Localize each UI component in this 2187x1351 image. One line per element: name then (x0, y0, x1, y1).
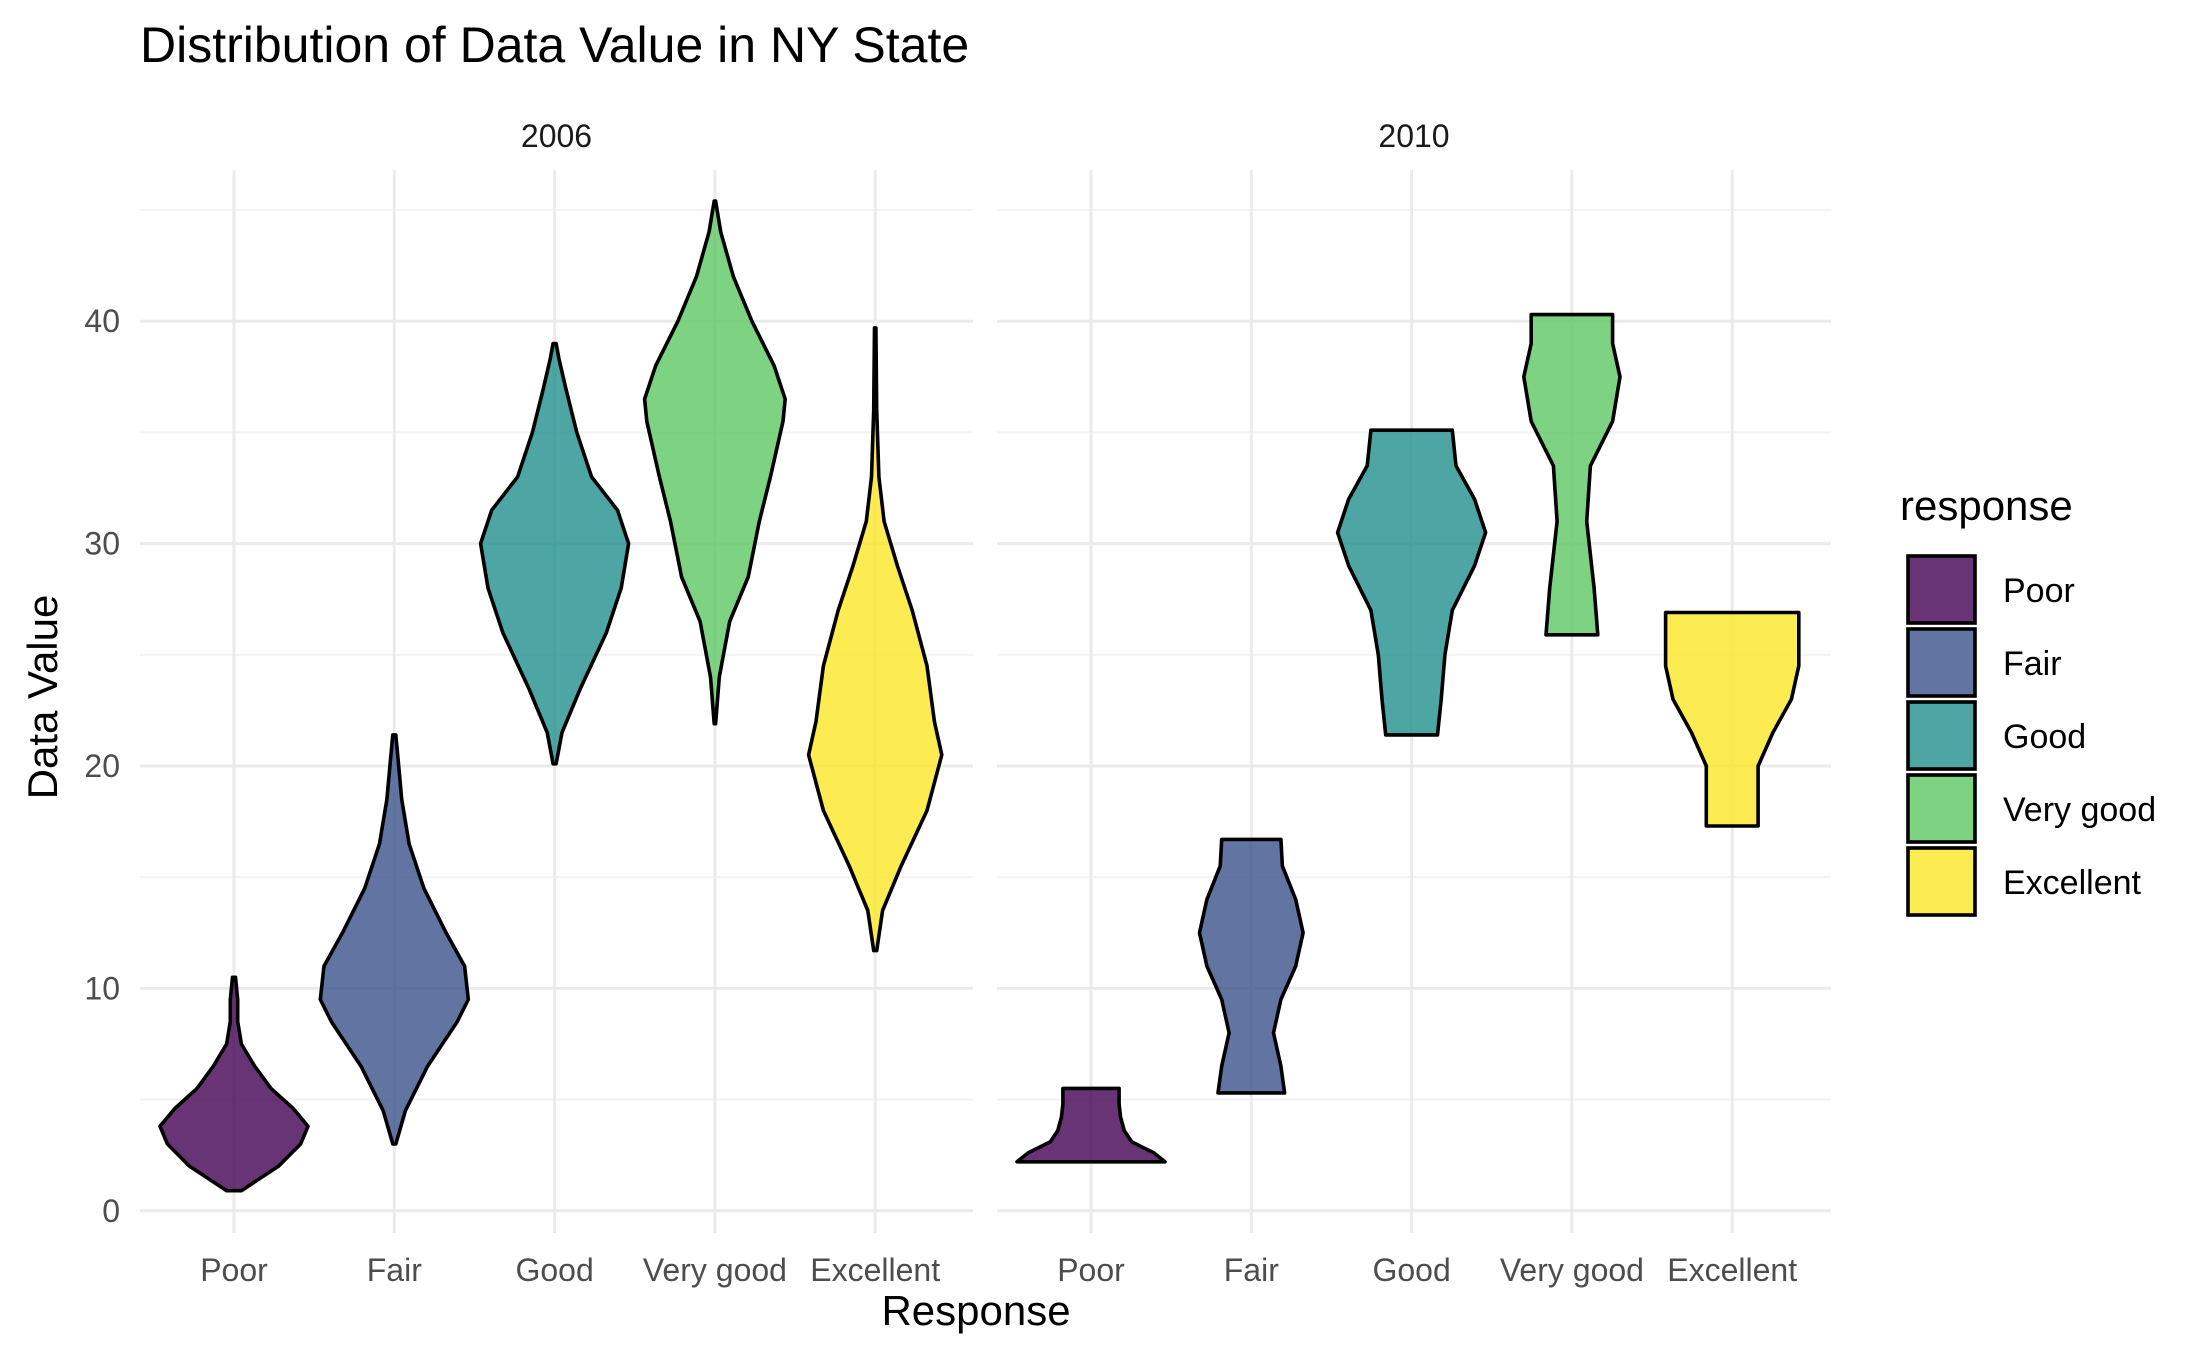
y-axis-title: Data Value (19, 595, 66, 800)
violin-good-2010 (1335, 428, 1488, 737)
violin-excellent-2010 (1663, 610, 1801, 828)
violin-excellent-2006 (806, 326, 944, 953)
violin-very-good-2010 (1522, 312, 1622, 637)
x-axis-title: Response (881, 1287, 1070, 1334)
legend-label: Very good (2003, 791, 2156, 829)
legend-label: Excellent (2003, 864, 2142, 902)
facet-label: 2006 (521, 118, 592, 154)
facet-label: 2010 (1378, 118, 1449, 154)
legend-key-poor (1906, 554, 1977, 625)
y-tick-label: 20 (84, 748, 120, 784)
legend-label: Fair (2003, 645, 2062, 683)
x-tick-label: Poor (1057, 1252, 1125, 1288)
x-tick-label: Good (1372, 1252, 1450, 1288)
violin-good-2006 (478, 341, 631, 766)
x-tick-label: Poor (200, 1252, 268, 1288)
legend-items: Poor Fair Good Very good Excellent (1906, 554, 2156, 917)
legend-key-excellent (1906, 846, 1977, 917)
violin-very-good-2006 (642, 199, 787, 726)
violin-poor-2010 (1015, 1086, 1167, 1164)
chart-title: Distribution of Data Value in NY State (140, 17, 969, 73)
y-tick-label: 10 (84, 970, 120, 1006)
y-tick-label: 30 (84, 526, 120, 562)
x-tick-label: Fair (367, 1252, 422, 1288)
legend: response Poor Fair Good Very good Excellent (1900, 482, 2156, 917)
violin-fair-2006 (318, 733, 471, 1146)
legend-title: response (1900, 482, 2073, 529)
facet-panel-2006: 2006 Poor Fair Good Very good Excellent (140, 118, 973, 1288)
violin-fair-2010 (1197, 837, 1305, 1095)
legend-key-good (1906, 700, 1977, 771)
violin-poor-2006 (158, 975, 310, 1193)
x-tick-label: Fair (1224, 1252, 1279, 1288)
legend-key-fair (1906, 627, 1977, 698)
facet-panel-2010: 2010 Poor Fair Good Very good Excellent (997, 118, 1831, 1288)
x-tick-label: Very good (1500, 1252, 1644, 1288)
legend-label: Good (2003, 718, 2086, 756)
x-tick-label: Excellent (810, 1252, 940, 1288)
y-tick-label: 40 (84, 303, 120, 339)
legend-label: Poor (2003, 572, 2075, 610)
x-tick-label: Very good (643, 1252, 787, 1288)
x-tick-label: Good (515, 1252, 593, 1288)
legend-key-very-good (1906, 773, 1977, 844)
y-tick-label: 0 (102, 1193, 120, 1229)
x-tick-label: Excellent (1667, 1252, 1797, 1288)
